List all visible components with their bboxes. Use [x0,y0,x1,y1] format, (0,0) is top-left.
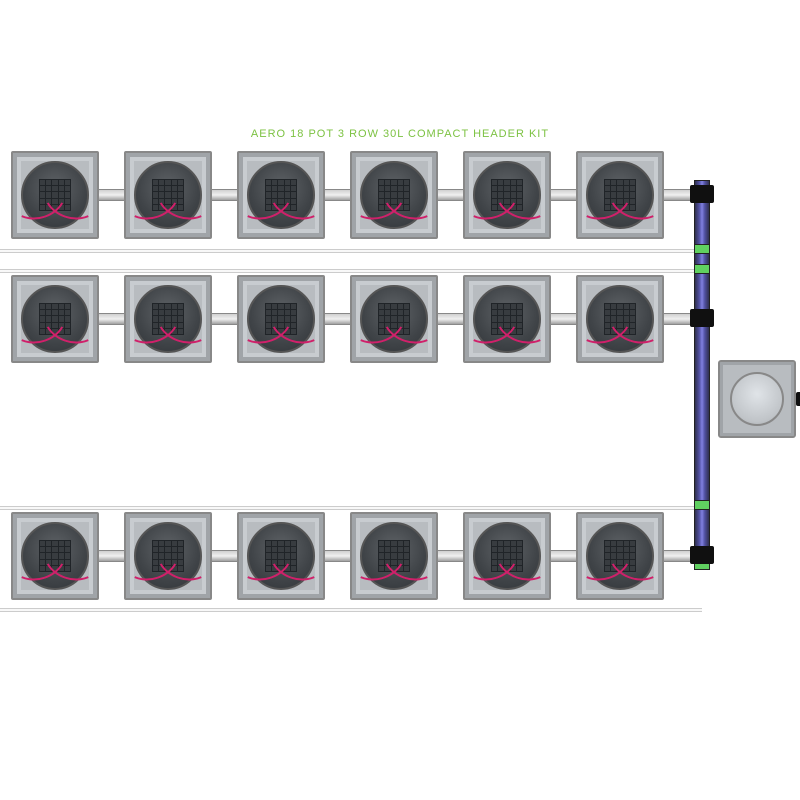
pot-11 [463,275,551,363]
net-pot-icon [265,540,297,572]
pot-9 [237,275,325,363]
pot-12 [576,275,664,363]
pot-5 [463,151,551,239]
header-valve-2 [694,264,710,274]
pot-2 [124,151,212,239]
pot-6 [576,151,664,239]
net-pot-icon [491,303,523,335]
header-tee-mid [690,309,714,327]
pot-18 [576,512,664,600]
header-valve-3 [694,500,710,510]
net-pot-icon [39,540,71,572]
net-pot-icon [378,179,410,211]
net-pot-icon [491,540,523,572]
net-pot-icon [152,303,184,335]
pot-10 [350,275,438,363]
net-pot-icon [152,179,184,211]
pot-1 [11,151,99,239]
pot-3 [237,151,325,239]
pot-15 [237,512,325,600]
reservoir-tank [718,360,796,438]
header-tee-bot [690,546,714,564]
net-pot-icon [265,179,297,211]
pot-7 [11,275,99,363]
pot-4 [350,151,438,239]
header-pipe-vertical [694,180,710,570]
net-pot-icon [39,179,71,211]
tank-outlet [796,392,800,406]
return-line-4 [0,608,702,612]
pot-13 [11,512,99,600]
tank-lid [730,372,784,426]
pot-16 [350,512,438,600]
net-pot-icon [39,303,71,335]
header-valve-1 [694,244,710,254]
net-pot-icon [378,540,410,572]
pot-8 [124,275,212,363]
net-pot-icon [604,303,636,335]
return-line-3 [0,506,702,510]
net-pot-icon [378,303,410,335]
net-pot-icon [491,179,523,211]
return-line-2 [0,269,702,273]
net-pot-icon [604,179,636,211]
net-pot-icon [604,540,636,572]
diagram-title: AERO 18 POT 3 ROW 30L COMPACT HEADER KIT [0,128,800,140]
header-tee-top [690,185,714,203]
net-pot-icon [265,303,297,335]
return-line-1 [0,249,702,253]
net-pot-icon [152,540,184,572]
pot-14 [124,512,212,600]
pot-17 [463,512,551,600]
